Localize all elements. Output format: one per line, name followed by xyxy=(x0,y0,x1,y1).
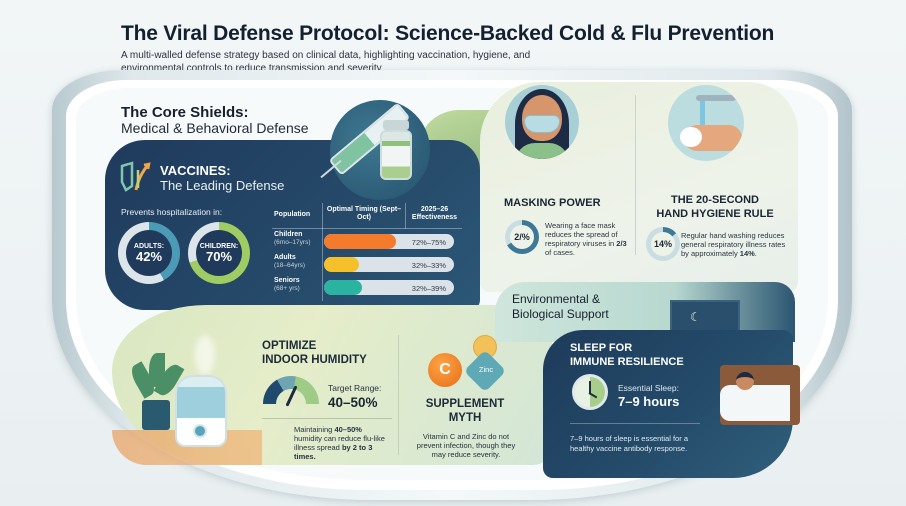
hand-hygiene-title: THE 20-SECOND HAND HYGIENE RULE xyxy=(656,194,774,220)
effectiveness-value: 72%–75% xyxy=(411,238,446,247)
masked-person-illustration xyxy=(505,85,579,159)
humidity-description: Maintaining 40–50% humidity can reduce f… xyxy=(294,425,385,461)
clock-icon xyxy=(572,374,608,410)
sleep-description: 7–9 hours of sleep is essential for a he… xyxy=(570,434,688,453)
bed-blanket xyxy=(720,385,790,421)
divider xyxy=(570,423,700,424)
divider xyxy=(398,335,399,455)
essential-sleep-value: 7–9 hours xyxy=(618,394,680,409)
population-ages: (6mo–17yrs) xyxy=(274,239,311,246)
hand-hygiene-description: Regular hand washing reduces general res… xyxy=(681,231,786,258)
effectiveness-value: 32%–39% xyxy=(411,284,446,293)
population-ages: (18–64yrs) xyxy=(274,262,306,269)
target-range-value: 40–50% xyxy=(328,395,378,410)
timing-bar: 32%–33% xyxy=(324,257,454,272)
masking-title: MASKING POWER xyxy=(504,197,601,209)
prevents-label: Prevents hospitalization in: xyxy=(121,207,223,217)
timing-bar-fill xyxy=(324,257,360,272)
hand-hygiene-stat: 14% xyxy=(651,232,675,256)
page-subtitle: A multi-walled defense strategy based on… xyxy=(121,50,531,74)
vaccines-title: VACCINES: xyxy=(160,163,231,178)
humidity-gauge-icon xyxy=(263,376,319,404)
plant-pot xyxy=(142,400,170,430)
timing-bar-fill xyxy=(324,280,362,295)
population-ages: (68+ yrs) xyxy=(274,285,300,292)
children-donut-chart: CHILDREN: 70% xyxy=(188,222,250,284)
vaccine-vial-icon xyxy=(380,130,412,180)
essential-sleep-label: Essential Sleep: xyxy=(618,383,679,393)
humidifier-knob xyxy=(193,424,207,438)
donut-value: 70% xyxy=(205,248,233,264)
adults-donut-chart: ADULTS: 42% xyxy=(118,222,180,284)
table-row-children: Children (6mo–17yrs) 72%–75% xyxy=(272,231,462,253)
table-header-effectiveness: 2025–26 Effectiveness xyxy=(411,206,458,221)
steam-icon xyxy=(195,335,215,375)
supplement-title: SUPPLEMENT MYTH xyxy=(425,398,505,424)
page-title: The Viral Defense Protocol: Science-Back… xyxy=(121,22,775,45)
table-row-seniors: Seniors (68+ yrs) 32%–39% xyxy=(272,277,462,299)
donut-label: CHILDREN: xyxy=(199,242,239,250)
masking-description: Wearing a face mask reduces the spread o… xyxy=(545,221,627,257)
plant-icon xyxy=(125,345,185,405)
environmental-title: Environmental & Biological Support xyxy=(512,292,609,321)
timing-bar-fill xyxy=(324,234,396,249)
donut-value: 42% xyxy=(135,248,163,264)
clock-hand xyxy=(589,381,591,393)
divider xyxy=(262,418,392,419)
core-shields-subtitle: Medical & Behavioral Defense xyxy=(121,120,309,136)
effectiveness-value: 32%–33% xyxy=(411,261,446,270)
vaccine-effectiveness-table: Population Optimal Timing (Sept–Oct) 202… xyxy=(272,201,462,301)
timing-bar: 72%–75% xyxy=(324,234,454,249)
moon-icon: ☾ xyxy=(690,310,701,324)
divider xyxy=(635,95,636,255)
target-range-label: Target Range: xyxy=(328,383,382,393)
sleeping-person-icon xyxy=(736,372,754,390)
sleep-title: SLEEP FOR IMMUNE RESILIENCE xyxy=(570,342,684,368)
masking-donut-chart: 2/% xyxy=(505,220,539,254)
population-name: Children xyxy=(274,231,303,238)
supplement-description: Vitamin C and Zinc do not prevent infect… xyxy=(416,432,516,459)
face-mask-icon xyxy=(524,115,560,133)
population-name: Adults xyxy=(274,254,296,261)
handwashing-illustration xyxy=(668,85,744,161)
population-name: Seniors xyxy=(274,277,300,284)
core-shields-title: The Core Shields: xyxy=(121,104,249,121)
vitamin-c-orange-icon: C xyxy=(428,353,462,387)
table-header-population: Population xyxy=(274,211,311,218)
vial-cap-icon xyxy=(383,120,409,130)
shield-check-icon xyxy=(120,161,151,192)
timing-bar: 32%–39% xyxy=(324,280,454,295)
faucet-icon xyxy=(696,95,736,101)
humidity-title: OPTIMIZE INDOOR HUMIDITY xyxy=(262,340,367,366)
vaccines-subtitle: The Leading Defense xyxy=(160,178,285,193)
donut-label: ADULTS: xyxy=(133,242,165,250)
zinc-label: Zinc xyxy=(478,365,494,374)
table-row-adults: Adults (18–64yrs) 32%–33% xyxy=(272,254,462,276)
hand-hygiene-donut-chart: 14% xyxy=(646,227,680,261)
table-header-timing: Optimal Timing (Sept–Oct) xyxy=(326,206,402,221)
masking-stat: 2/% xyxy=(510,225,534,249)
